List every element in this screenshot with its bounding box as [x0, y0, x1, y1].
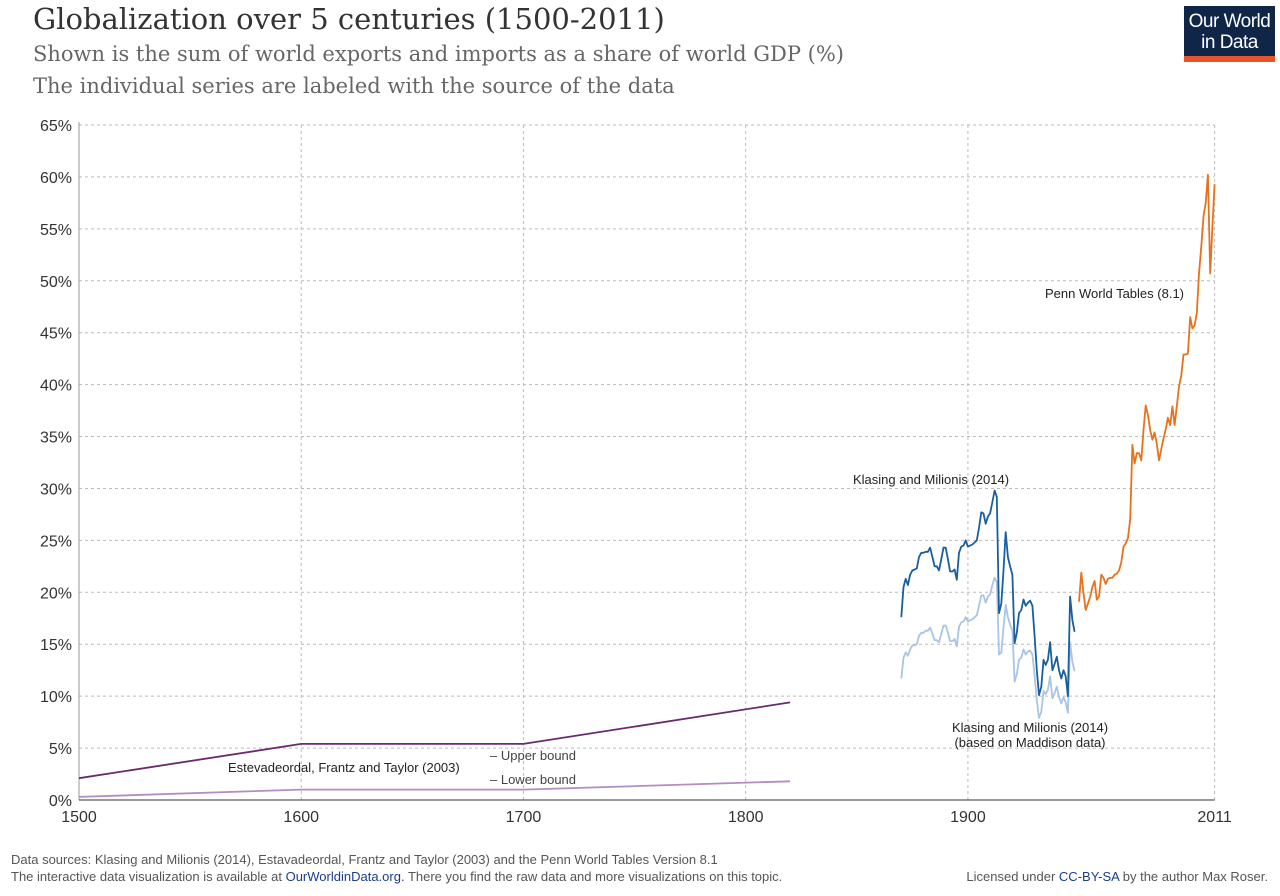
- interactive-pre: The interactive data visualization is av…: [11, 869, 286, 884]
- chart-subtitle-2: The individual series are labeled with t…: [33, 74, 675, 98]
- y-tick-label: 5%: [49, 741, 72, 758]
- y-tick-label: 55%: [40, 222, 72, 239]
- logo-text-1: Our World: [1188, 11, 1271, 32]
- annotation-upper-bound: – Upper bound: [490, 748, 576, 763]
- series-line-est_lower: [78, 780, 791, 798]
- series-line-est_upper: [78, 701, 791, 780]
- annotation-estevadeordal: Estevadeordal, Frantz and Taylor (2003): [228, 760, 460, 775]
- license-pre: Licensed under: [966, 869, 1059, 884]
- logo-bar: [1184, 56, 1275, 62]
- x-tick-label: 1500: [61, 809, 97, 826]
- license-link[interactable]: CC-BY-SA: [1058, 869, 1120, 884]
- owid-link[interactable]: OurWorldinData.org.: [285, 869, 405, 884]
- annotation-lower-bound: – Lower bound: [490, 772, 576, 787]
- y-tick-label: 30%: [40, 481, 72, 498]
- x-tick-label: 1800: [728, 809, 764, 826]
- logo-text-2: in Data: [1201, 32, 1258, 53]
- x-tick-label: 1600: [283, 809, 319, 826]
- interactive-note: The interactive data visualization is av…: [11, 869, 782, 884]
- y-tick-label: 60%: [40, 170, 72, 187]
- annotation-maddison-2: (based on Maddison data): [954, 735, 1105, 750]
- owid-logo[interactable]: Our World in Data: [1184, 6, 1275, 62]
- series-line-penn: [1078, 173, 1216, 611]
- interactive-post: There you find the raw data and more vis…: [404, 869, 783, 884]
- y-tick-label: 65%: [40, 118, 72, 135]
- license-note: Licensed under CC-BY-SA by the author Ma…: [966, 869, 1268, 884]
- y-tick-label: 25%: [40, 533, 72, 550]
- license-post: by the author Max Roser.: [1119, 869, 1268, 884]
- x-tick-label: 1900: [950, 809, 986, 826]
- y-tick-label: 10%: [40, 689, 72, 706]
- y-tick-label: 0%: [49, 793, 72, 810]
- annotation-maddison: Klasing and Milionis (2014): [952, 720, 1108, 735]
- chart-subtitle: Shown is the sum of world exports and im…: [33, 42, 845, 66]
- y-tick-label: 15%: [40, 637, 72, 654]
- annotation-penn: Penn World Tables (8.1): [1045, 286, 1184, 301]
- data-sources: Data sources: Klasing and Milionis (2014…: [11, 852, 718, 867]
- series-line-klasing_maddison: [900, 576, 1076, 719]
- y-tick-label: 50%: [40, 274, 72, 291]
- series-line-klasing: [900, 489, 1076, 698]
- y-tick-label: 35%: [40, 430, 72, 447]
- chart-title: Globalization over 5 centuries (1500-201…: [33, 2, 665, 36]
- y-tick-label: 45%: [40, 326, 72, 343]
- annotation-klasing: Klasing and Milionis (2014): [853, 472, 1009, 487]
- x-tick-label: 2011: [1197, 809, 1232, 826]
- y-tick-label: 40%: [40, 378, 72, 395]
- x-tick-label: 1700: [506, 809, 542, 826]
- y-tick-label: 20%: [40, 585, 72, 602]
